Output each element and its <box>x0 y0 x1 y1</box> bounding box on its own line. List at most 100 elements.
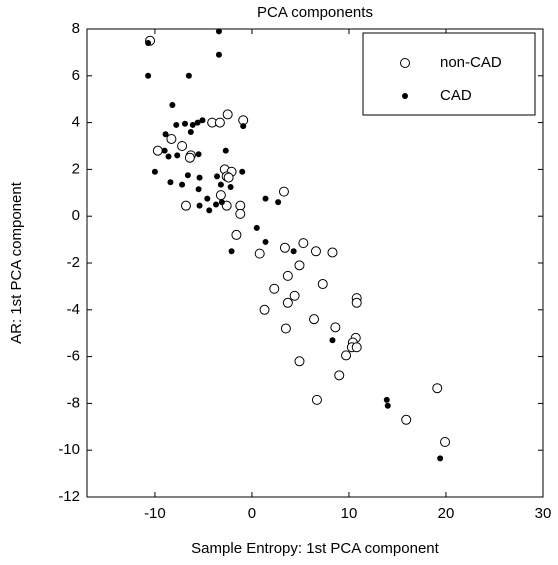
point <box>437 455 444 462</box>
y-tick-label: -12 <box>58 488 80 505</box>
point <box>199 117 206 124</box>
y-tick-label: -10 <box>58 441 80 458</box>
point <box>167 179 174 186</box>
x-tick-label: 20 <box>438 505 455 522</box>
point <box>218 199 225 206</box>
point <box>254 248 265 259</box>
point <box>185 72 192 79</box>
point <box>217 181 224 188</box>
point <box>152 145 163 156</box>
point <box>294 356 305 367</box>
chart-title: PCA components <box>257 4 373 21</box>
y-tick-label: 8 <box>72 20 80 37</box>
legend-box <box>362 32 536 116</box>
point <box>327 247 338 258</box>
point <box>309 314 320 325</box>
point <box>227 183 234 190</box>
point <box>310 246 321 257</box>
point <box>384 402 391 409</box>
point <box>196 174 203 181</box>
point <box>432 383 443 394</box>
point <box>145 72 152 79</box>
x-tick-label: 10 <box>341 505 358 522</box>
point <box>311 394 322 405</box>
point <box>165 153 172 160</box>
point <box>184 152 195 163</box>
point <box>187 128 194 135</box>
point <box>222 109 233 120</box>
legend-marker <box>402 93 408 99</box>
point <box>213 201 220 208</box>
point <box>223 172 234 183</box>
legend-marker <box>400 58 410 68</box>
point <box>215 28 222 35</box>
point <box>228 248 235 255</box>
legend-label: CAD <box>440 87 472 104</box>
x-tick-label: 0 <box>248 505 256 522</box>
point <box>341 350 352 361</box>
point <box>383 396 390 403</box>
point <box>195 186 202 193</box>
point <box>290 248 297 255</box>
point <box>280 323 291 334</box>
point <box>162 131 169 138</box>
point <box>330 322 341 333</box>
point <box>259 304 270 315</box>
point <box>231 229 242 240</box>
point <box>196 202 203 209</box>
y-tick-label: -6 <box>67 348 80 365</box>
point <box>194 119 201 126</box>
point <box>206 207 213 214</box>
point <box>351 297 362 308</box>
point <box>145 40 152 47</box>
point <box>215 190 226 201</box>
point <box>253 224 260 231</box>
point <box>269 283 280 294</box>
point <box>173 121 180 128</box>
point <box>222 147 229 154</box>
point <box>401 414 412 425</box>
point <box>181 120 188 127</box>
point <box>282 297 293 308</box>
point <box>215 51 222 58</box>
point <box>440 437 451 448</box>
point <box>214 173 221 180</box>
y-tick-label: -2 <box>67 254 80 271</box>
point <box>235 208 246 219</box>
point <box>275 199 282 206</box>
point <box>161 147 168 154</box>
point <box>278 186 289 197</box>
x-axis-label: Sample Entropy: 1st PCA component <box>191 540 439 557</box>
point <box>180 200 191 211</box>
y-axis-label: AR: 1st PCA component <box>8 181 25 344</box>
point <box>262 195 269 202</box>
point <box>351 342 362 353</box>
point <box>166 133 177 144</box>
point <box>169 102 176 109</box>
y-tick-label: 6 <box>72 67 80 84</box>
point <box>195 151 202 158</box>
point <box>179 181 186 188</box>
point <box>151 168 158 175</box>
point <box>239 168 246 175</box>
y-tick-label: 2 <box>72 160 80 177</box>
point <box>177 141 188 151</box>
point <box>214 117 225 128</box>
point <box>294 260 305 271</box>
y-tick-label: 4 <box>72 114 80 131</box>
point <box>279 242 290 253</box>
point <box>240 123 247 130</box>
point <box>317 279 328 290</box>
y-tick-label: 0 <box>72 207 80 224</box>
point <box>289 290 300 301</box>
point <box>184 172 191 179</box>
y-tick-label: -4 <box>67 301 80 318</box>
point <box>174 152 181 159</box>
point <box>204 195 211 202</box>
x-tick-label: 30 <box>535 505 552 522</box>
point <box>298 238 309 249</box>
point <box>262 238 269 245</box>
legend-label: non-CAD <box>440 54 502 71</box>
point <box>235 200 246 211</box>
